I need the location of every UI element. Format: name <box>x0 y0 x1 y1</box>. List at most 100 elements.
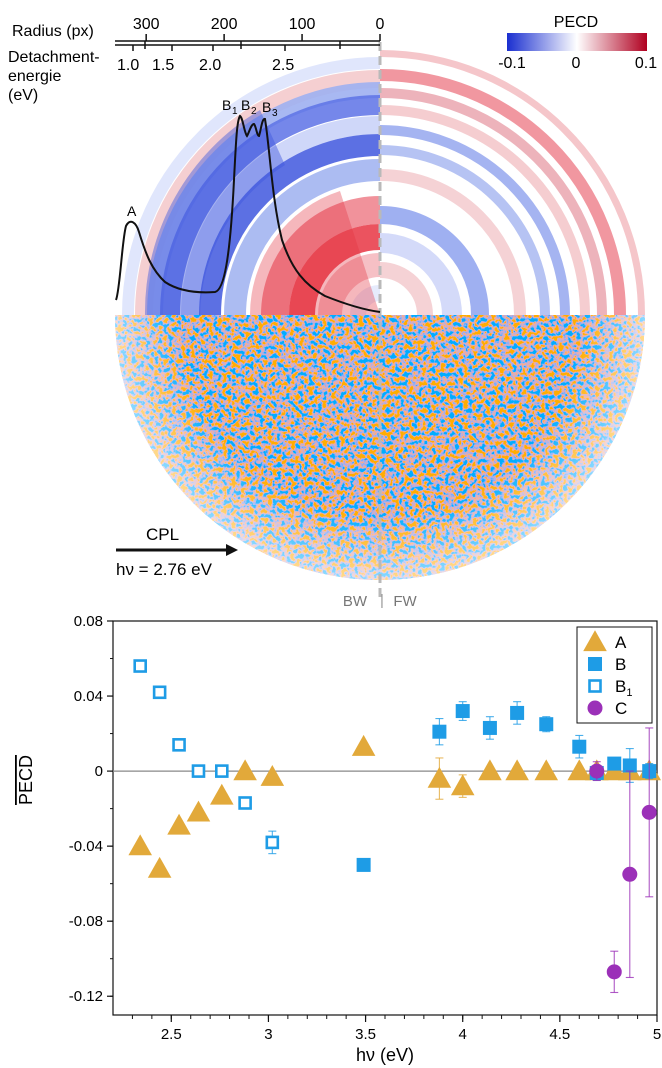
data-point <box>567 759 592 781</box>
pecd-image <box>115 42 645 600</box>
y-tick-label: -0.12 <box>69 988 103 1005</box>
data-point <box>128 834 152 856</box>
radius-axis: Radius (px) 300 200 100 0 <box>12 16 385 42</box>
data-point <box>238 796 252 810</box>
energy-tick-label: 2.5 <box>272 57 294 74</box>
data-point <box>215 764 229 778</box>
colorbar-gradient <box>507 33 647 51</box>
energy-axis-label-1: Detachment- <box>8 49 100 66</box>
data-point <box>432 724 447 739</box>
x-tick-label: 2.5 <box>161 1026 182 1043</box>
energy-axis-label-2: energie <box>8 68 61 85</box>
legend-label: B <box>615 655 626 674</box>
data-point <box>482 720 497 735</box>
legend-marker <box>583 630 607 652</box>
peak-label-b1: B <box>222 97 231 113</box>
data-point <box>510 705 525 720</box>
y-tick-label: 0.04 <box>74 688 103 705</box>
data-point <box>133 659 147 673</box>
legend-marker <box>588 679 602 693</box>
energy-axis-label-3: (eV) <box>8 87 38 104</box>
radius-tick-label: 300 <box>133 16 160 33</box>
data-point <box>622 866 638 882</box>
data-point <box>265 835 280 850</box>
colorbar-min-label: -0.1 <box>498 55 526 72</box>
colorbar-max-label: 0.1 <box>635 55 657 72</box>
data-point <box>534 759 559 781</box>
peak-label-b2: B <box>241 97 250 113</box>
x-tick-label: 4.5 <box>549 1026 570 1043</box>
x-axis: 2.5 3 3.5 4 4.5 5 <box>131 1015 661 1043</box>
cpl-annotation: CPL hν = 2.76 eV <box>116 525 238 579</box>
photon-energy-label: hν = 2.76 eV <box>116 560 213 579</box>
series-a <box>128 734 662 878</box>
bw-label: BW <box>343 593 368 610</box>
energy-tick-label: 1.5 <box>152 57 174 74</box>
legend-label: C <box>615 699 627 718</box>
legend-label-sub: 1 <box>626 687 632 699</box>
data-point <box>539 717 554 732</box>
data-point <box>606 964 622 980</box>
colorbar-mid-label: 0 <box>572 55 581 72</box>
data-point <box>351 734 376 756</box>
data-point <box>455 704 470 719</box>
data-point <box>210 783 234 805</box>
data-point <box>191 764 206 778</box>
energy-tick-label: 2.0 <box>199 57 221 74</box>
x-tick-label: 5 <box>653 1026 661 1043</box>
x-tick-label: 4 <box>459 1026 467 1043</box>
series-layer <box>128 659 662 994</box>
data-point <box>356 857 371 872</box>
legend-label: A <box>615 633 627 652</box>
peak-label-b1-sub: 1 <box>232 106 238 117</box>
radius-tick-label: 0 <box>376 16 385 33</box>
data-point <box>152 685 167 700</box>
bw-fw-separator: | <box>380 592 384 609</box>
series-b1 <box>133 659 280 855</box>
y-tick-label: 0 <box>95 763 103 780</box>
energy-axis: Detachment- energie (eV) 1.0 1.5 2.0 2.5 <box>8 41 380 104</box>
x-tick-label: 3 <box>264 1026 272 1043</box>
data-point <box>172 738 186 752</box>
x-tick-label: 3.5 <box>355 1026 376 1043</box>
data-point <box>478 759 502 781</box>
peak-labels: A B 1 B 2 B 3 <box>127 97 278 219</box>
data-point <box>641 804 657 820</box>
y-tick-label: -0.08 <box>69 913 103 930</box>
data-point <box>589 763 605 779</box>
x-axis-label: hν (eV) <box>356 1045 414 1065</box>
colorbar: PECD -0.1 0 0.1 <box>498 14 657 72</box>
y-tick-label: 0.08 <box>74 613 103 630</box>
data-point <box>572 739 587 754</box>
series-c <box>589 727 657 994</box>
data-point <box>233 759 257 781</box>
y-axis: 0.08 0.04 0 -0.04 -0.08 -0.12 <box>69 613 113 1005</box>
cpl-label: CPL <box>146 525 179 544</box>
energy-tick-label: 1.0 <box>117 57 139 74</box>
y-axis-label: PECD <box>16 755 36 805</box>
peak-label-b2-sub: 2 <box>251 106 257 117</box>
fw-label: FW <box>393 593 417 610</box>
data-point <box>260 764 285 786</box>
data-point <box>186 800 211 822</box>
photoelectron-spectrum-curve <box>115 114 381 313</box>
radius-tick-label: 200 <box>211 16 238 33</box>
legend-marker <box>587 700 603 716</box>
data-point <box>450 774 475 796</box>
data-point <box>427 766 452 788</box>
data-point <box>167 813 191 835</box>
y-tick-label: -0.04 <box>69 838 103 855</box>
data-point <box>147 856 172 878</box>
legend-marker <box>588 657 602 671</box>
peak-label-b3: B <box>262 99 271 115</box>
cpl-arrow-head-icon <box>226 544 238 556</box>
peak-label-b3-sub: 3 <box>272 108 278 119</box>
data-point <box>505 759 529 781</box>
colorbar-title: PECD <box>554 14 598 31</box>
radius-axis-label: Radius (px) <box>12 23 94 40</box>
data-point <box>607 756 622 771</box>
peak-label-a: A <box>127 203 137 219</box>
radius-tick-label: 100 <box>289 16 316 33</box>
